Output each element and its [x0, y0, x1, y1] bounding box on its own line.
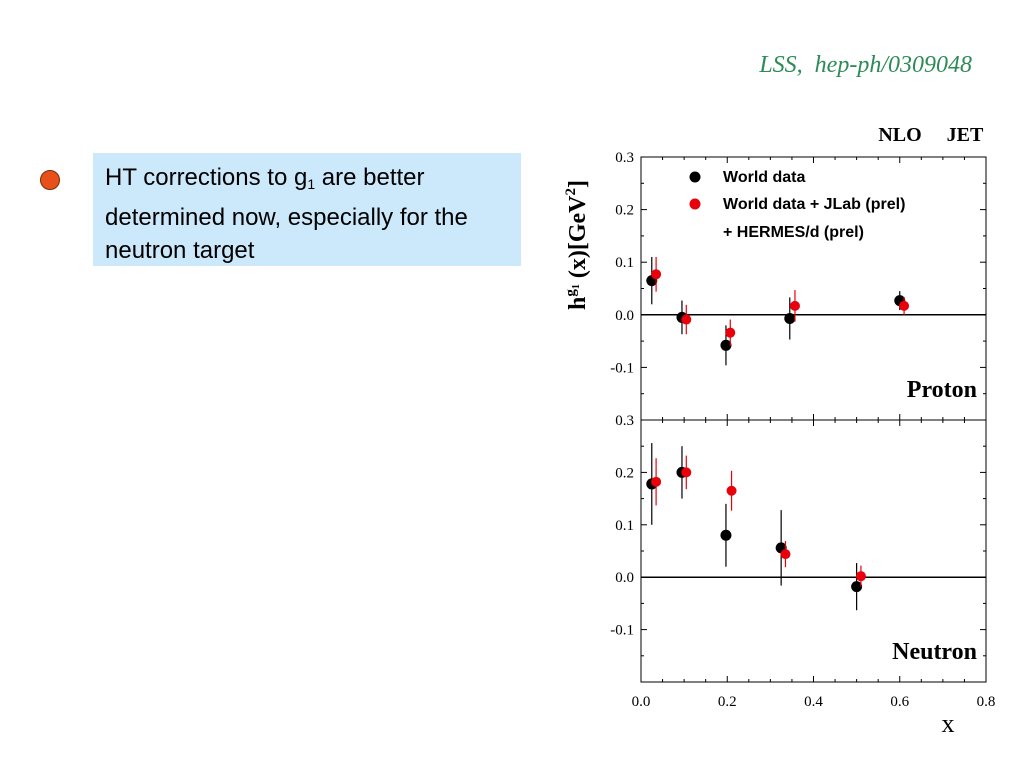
bullet-text-subscript: 1 — [307, 176, 316, 192]
header-label-jet: JET — [947, 124, 984, 146]
y-axis-label-unit-sup: 2 — [563, 188, 579, 196]
neutron-y-tick-label: 0.0 — [615, 570, 634, 586]
neutron-jlab-point — [780, 549, 791, 560]
proton-world-point — [720, 339, 732, 351]
legend-label: World data — [723, 169, 805, 186]
x-tick-label: 0.2 — [718, 694, 737, 710]
neutron-panel-label: Neutron — [892, 639, 977, 665]
neutron-world-point — [720, 529, 732, 541]
legend-label: World data + JLab (prel) — [723, 196, 905, 213]
neutron-y-tick-label: 0.1 — [615, 518, 634, 534]
legend-label: + HERMES/d (prel) — [723, 224, 864, 241]
y-axis-label-h: h — [565, 297, 591, 310]
x-axis-label: x — [942, 709, 955, 738]
x-tick-label: 0.8 — [977, 694, 996, 710]
y-axis-label: hg1 (x)[GeV2] — [563, 180, 591, 310]
citation: LSS, hep-ph/0309048 — [759, 52, 972, 78]
y-axis-label-sup-sub: 1 — [571, 284, 582, 289]
y-axis-label-rest: (x)[GeV — [565, 195, 591, 284]
neutron-jlab-point — [726, 485, 737, 496]
bullet-icon — [40, 170, 60, 190]
header-label-nlo: NLO — [878, 124, 921, 146]
proton-jlab-point — [899, 300, 910, 311]
bullet-text-part2: are better determined now, especially fo… — [105, 164, 468, 264]
neutron-jlab-point — [681, 467, 692, 478]
proton-y-tick-label: 0.1 — [615, 255, 634, 271]
neutron-y-tick-label: 0.3 — [615, 413, 634, 429]
proton-y-tick-label: -0.1 — [610, 360, 634, 376]
bullet-text-part1: HT corrections to g — [105, 164, 308, 191]
proton-jlab-point — [681, 314, 692, 325]
proton-panel-label: Proton — [907, 377, 977, 403]
neutron-y-tick-label: 0.2 — [615, 465, 634, 481]
proton-jlab-point — [725, 327, 736, 338]
proton-jlab-point — [651, 269, 662, 280]
bullet-text-box: HT corrections to g1 are better determin… — [93, 153, 521, 266]
proton-y-tick-label: 0.3 — [615, 150, 634, 166]
x-tick-label: 0.0 — [632, 694, 651, 710]
y-axis-label-sup: g — [563, 289, 579, 297]
neutron-world-point — [851, 581, 863, 593]
y-axis-label-close: ] — [565, 180, 591, 188]
neutron-jlab-point — [855, 571, 866, 582]
proton-world-point — [784, 312, 796, 324]
legend-marker-world — [689, 171, 701, 183]
neutron-jlab-point — [651, 476, 662, 487]
x-tick-label: 0.6 — [890, 694, 909, 710]
legend-marker-jlab — [689, 198, 701, 210]
proton-y-tick-label: 0.2 — [615, 203, 634, 219]
proton-jlab-point — [789, 300, 800, 311]
x-tick-label: 0.4 — [804, 694, 823, 710]
plot-layer: 0.3 0.2 0.1 0.0 -0.1 Proton 0.3 0.2 0.1 0.0 -0.1 Ne… — [610, 150, 995, 710]
neutron-y-tick-label: -0.1 — [610, 623, 634, 639]
proton-y-tick-label: 0.0 — [615, 308, 634, 324]
